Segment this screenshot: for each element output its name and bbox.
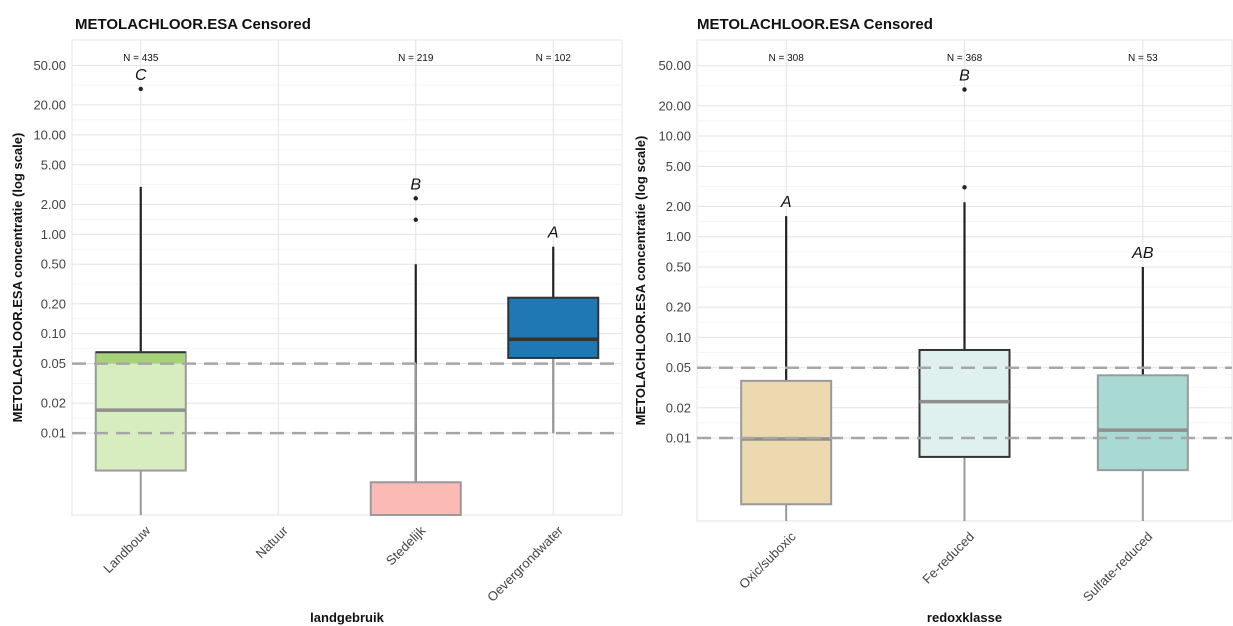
panel2-outlier-point	[962, 87, 967, 92]
panel1-x-axis-title: landgebruik	[310, 610, 384, 625]
panel2-y-tick-label: 0.20	[666, 300, 691, 315]
panel2-y-tick-label: 1.00	[666, 229, 691, 244]
panel1-y-tick-label: 5.00	[41, 157, 66, 172]
panel1-y-tick-label: 2.00	[41, 197, 66, 212]
panel1-y-tick-label: 0.20	[41, 296, 66, 311]
panel1-y-tick-label: 0.50	[41, 257, 66, 272]
panel1-box	[507, 296, 600, 359]
panel1-group-letter: B	[410, 176, 421, 193]
panel2-y-tick-label: 5.00	[666, 159, 691, 174]
panel2-outlier-point	[962, 185, 967, 190]
panel1-group-letter: A	[547, 225, 559, 242]
panel2-n-label: N = 308	[769, 53, 805, 64]
panel1-y-tick-label: 0.05	[41, 356, 66, 371]
panel1-outlier-point	[138, 86, 143, 92]
panel2-y-tick-label: 20.00	[658, 98, 691, 113]
panel2-y-tick-label: 0.05	[666, 360, 691, 375]
panel1-n-label: N = 435	[123, 53, 159, 64]
panel2-group-letter: AB	[1131, 245, 1154, 262]
panel2-y-tick-label: 50.00	[658, 58, 691, 73]
panel2-group-letter: A	[780, 194, 792, 211]
panel2-y-tick-label: 0.01	[666, 431, 691, 446]
panel2-y-tick-label: 10.00	[658, 129, 691, 144]
panel2-x-tick-label: Fe-reduced	[919, 529, 977, 587]
panel2-x-axis-title: redoxklasse	[927, 610, 1002, 625]
panel1-x-tick-label: Stedelijk	[383, 523, 429, 569]
panel1-y-axis-title: METOLACHLOOR.ESA concentratie (log scale…	[10, 133, 25, 423]
panel1-n-label: N = 102	[536, 53, 572, 64]
panel1-group-letter: C	[135, 67, 147, 84]
panel2-n-label: N = 368	[947, 53, 983, 64]
panel1-y-tick-label: 0.10	[41, 326, 66, 341]
panel2-y-tick-label: 0.02	[666, 400, 691, 415]
panel2-box	[918, 348, 1011, 458]
panel2-box	[1096, 374, 1189, 472]
panel2-y-tick-label: 0.10	[666, 330, 691, 345]
panel1-n-label: N = 219	[398, 53, 434, 64]
panel1-y-tick-label: 0.02	[41, 396, 66, 411]
panel1-y-tick-label: 20.00	[33, 97, 66, 112]
panel1-outlier-point	[413, 196, 418, 201]
panel1-y-tick-label: 50.00	[33, 58, 66, 73]
panel1-y-tick-label: 0.01	[41, 426, 66, 441]
panel2-box	[740, 379, 833, 506]
panel2-x-tick-label: Sulfate-reduced	[1080, 529, 1156, 605]
panel1-x-tick-label: Natuur	[253, 522, 292, 561]
panel1-y-tick-label: 10.00	[33, 127, 66, 142]
panel1-y-tick-label: 1.00	[41, 227, 66, 242]
panel1-outlier-point	[413, 217, 418, 222]
panel2-x-tick-label: Oxic/suboxic	[736, 529, 799, 592]
panel1-chart-title: METOLACHLOOR.ESA Censored	[75, 16, 311, 33]
panel2-n-label: N = 53	[1128, 53, 1158, 64]
panel2-y-tick-label: 0.50	[666, 260, 691, 275]
panel1-box-upper-band	[96, 353, 185, 364]
panel2-y-tick-label: 2.00	[666, 199, 691, 214]
panel1-box	[369, 481, 462, 516]
panel1-x-tick-label: Landbouw	[100, 523, 153, 576]
panel2-y-axis-title: METOLACHLOOR.ESA concentratie (log scale…	[633, 136, 648, 426]
panel1-x-tick-label: Oevergrondwater	[484, 522, 566, 604]
panel2-group-letter: B	[959, 68, 970, 85]
panel2-chart-title: METOLACHLOOR.ESA Censored	[697, 16, 933, 33]
